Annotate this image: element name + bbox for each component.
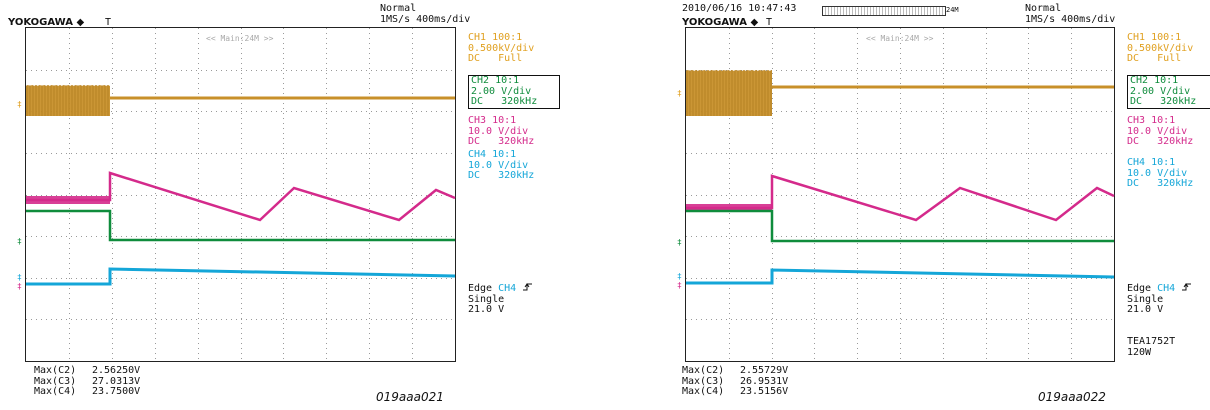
ch3-trace [26,171,456,222]
ch1-trace-burst [26,85,110,116]
ch4-ground-marker: ‡ [17,273,22,282]
measurements-values: 2.56250V 27.0313V 23.7500V [92,365,141,397]
trigger-position-marker: T [105,17,112,28]
record-progress-bar [822,6,946,16]
zoom-label: << Main:24M >> [866,34,934,43]
zoom-label: << Main:24M >> [206,34,274,43]
waveform-plot: ‡‡‡‡ [677,28,1115,361]
trigger-mode: Normal [380,3,417,14]
ch2-ground-marker: ‡ [17,237,22,246]
ch2-trace [686,209,1114,243]
ch2-ground-marker: ‡ [677,238,682,247]
date-time: 2010/06/16 10:47:43 [682,3,797,14]
ch1-settings: CH1 100:1 0.500kV/div DC Full [1127,32,1194,64]
ch1-ground-marker: ‡ [17,100,22,109]
ch3-settings: CH3 10:1 10.0 V/div DC 320kHz [468,115,535,147]
ch2-trace [26,209,455,242]
trigger-settings: Edge CH4 Single 21.0 V [1127,282,1210,316]
ch3-ground-marker: ‡ [677,281,682,290]
brand-name: YOKOGAWA [682,17,748,28]
ch1-trace-texture [26,85,109,116]
ch4-trace [686,268,1115,285]
timebase: 1MS/s 400ms/div [1025,14,1116,25]
rising-edge-icon [523,283,533,291]
graticule [26,28,455,361]
measurements-table: Max(C2) Max(C3) Max(C4) [34,365,77,397]
waveform-grid: << Main:24M >> ‡ ‡ ‡ ‡ [677,27,1115,362]
diamond-icon: ◆ [76,17,85,28]
measurements-values: 2.55729V 26.9531V 23.5156V [740,365,789,397]
trigger-settings: Edge CH4 Single 21.0 V [468,282,554,316]
waveform-grid: << Main:24M >> ‡ ‡ ‡ ‡ [17,27,456,362]
ch2-settings: CH2 10:1 2.00 V/div DC 320kHz [468,75,560,109]
graticule [686,28,1114,361]
scope-screen-right: 2010/06/16 10:47:43 24M Normal 1MS/s 400… [672,0,1210,410]
scope-screen-left: Normal 1MS/s 400ms/div YOKOGAWA ◆ T << M… [0,0,600,410]
ch3-settings: CH3 10:1 10.0 V/div DC 320kHz [1127,115,1194,147]
trigger-position-marker: T [766,17,773,28]
ch4-settings: CH4 10:1 10.0 V/div DC 320kHz [1127,157,1194,189]
measurements-table: Max(C2) Max(C3) Max(C4) [682,365,725,397]
ch4-trace [26,267,456,286]
trigger-mode: Normal [1025,3,1062,14]
ch4-ground-marker: ‡ [677,272,682,281]
waveform-plot: ‡‡‡‡ [17,28,456,361]
rising-edge-icon [1182,283,1192,291]
figure-caption: 019aaa022 [1038,390,1106,404]
ch3-trace [686,174,1115,222]
brand-logo: YOKOGAWA ◆ [682,18,758,28]
ch2-settings: CH2 10:1 2.00 V/div DC 320kHz [1127,75,1210,109]
device-info: TEA1752T 120W [1127,336,1176,358]
record-length: 24M [946,6,959,14]
brand-name: YOKOGAWA [8,17,74,28]
ch1-ground-marker: ‡ [677,89,682,98]
ch1-settings: CH1 100:1 0.500kV/div DC Full [468,32,535,64]
brand-logo: YOKOGAWA ◆ [8,18,84,28]
figure-caption: 019aaa021 [376,390,444,404]
ch3-ground-marker: ‡ [17,282,22,291]
ch4-settings: CH4 10:1 10.0 V/div DC 320kHz [468,149,535,181]
ch1-trace-texture [686,70,772,116]
diamond-icon: ◆ [750,17,759,28]
timebase: 1MS/s 400ms/div [380,14,471,25]
